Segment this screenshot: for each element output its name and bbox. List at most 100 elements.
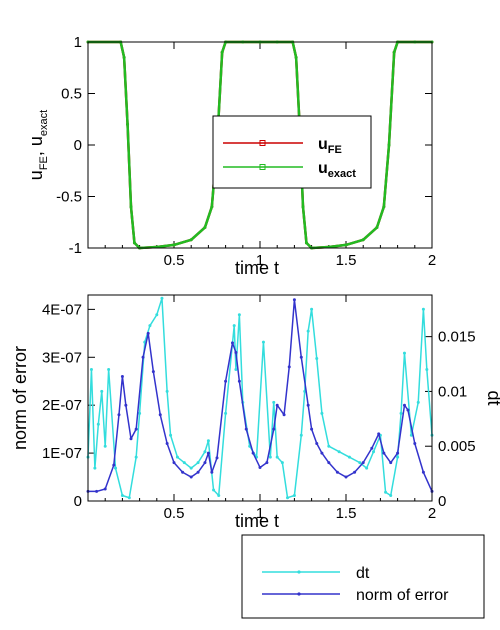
data-point-u-exact <box>210 205 214 209</box>
data-point-dt <box>89 368 93 372</box>
data-point-u-exact <box>129 205 133 209</box>
svg-text:uFE, uexact: uFE, uexact <box>26 110 50 180</box>
data-point-norm-of-error <box>206 451 210 455</box>
data-point-u-exact <box>344 243 348 247</box>
data-point-dt <box>114 466 118 470</box>
data-point-dt <box>212 488 216 492</box>
bottom-y-tick-label: 3E-07 <box>42 349 82 366</box>
legend-label-u-exact: uexact <box>318 160 356 180</box>
data-point-dt <box>315 357 319 361</box>
top-y-tick-label: 0.5 <box>61 86 82 103</box>
bottom-x-tick-label: 0.5 <box>164 505 185 522</box>
data-point-norm-of-error <box>215 456 219 460</box>
top-y-tick-label: -0.5 <box>56 189 82 206</box>
data-point-u-exact <box>392 50 396 54</box>
top-x-tick-label: 2 <box>428 252 436 269</box>
data-point-dt <box>232 324 236 328</box>
bottom-y-tick-label: 4E-07 <box>42 301 82 318</box>
data-point-dt <box>268 455 272 459</box>
top-y-tick-label: 1 <box>74 34 82 51</box>
bottom-x-axis-label: time t <box>235 511 279 531</box>
data-point-dt <box>100 389 104 393</box>
data-point-u-exact <box>301 205 305 209</box>
bottom-y2-tick-label: 0.01 <box>438 383 467 400</box>
data-point-dt <box>310 307 314 311</box>
data-point-dt <box>399 411 403 415</box>
top-y-tick-label: 0 <box>74 137 82 154</box>
data-point-dt <box>224 411 228 415</box>
data-point-norm-of-error <box>299 355 303 359</box>
data-point-dt <box>134 455 138 459</box>
data-point-u-exact <box>375 225 379 229</box>
data-point-dt <box>155 313 159 317</box>
data-point-norm-of-error <box>320 451 324 455</box>
data-point-dt <box>372 450 376 454</box>
data-point-norm-of-error <box>258 465 262 469</box>
data-point-dt <box>365 466 369 470</box>
data-point-dt <box>107 368 111 372</box>
data-point-norm-of-error <box>196 470 200 474</box>
data-point-norm-of-error <box>203 461 207 465</box>
data-point-norm-of-error <box>234 350 238 354</box>
data-point-norm-of-error <box>103 487 107 491</box>
top-y-axis-label-part: FE <box>38 156 50 170</box>
top-y-axis-label-part: u <box>26 170 46 180</box>
data-point-norm-of-error <box>95 489 99 493</box>
data-point-dt <box>347 455 351 459</box>
data-point-u-exact <box>189 238 193 242</box>
top-y-axis-label: uFE, uexact <box>26 110 50 180</box>
data-point-dt <box>196 461 200 465</box>
data-point-dt <box>206 439 210 443</box>
top-x-tick-label: 1 <box>256 252 264 269</box>
data-point-dt <box>160 296 164 300</box>
data-point-dt <box>234 368 238 372</box>
data-point-norm-of-error <box>134 427 138 431</box>
bottom-y2-tick-label: 0.005 <box>438 438 476 455</box>
data-point-dt <box>120 494 124 498</box>
bottom-x-tick-labels: 0.5 1 1.5 2 <box>164 505 437 522</box>
data-point-dt <box>272 400 276 404</box>
data-point-dt <box>402 351 406 355</box>
data-point-norm-of-error <box>335 470 339 474</box>
data-point-dt <box>416 400 420 404</box>
data-point-norm-of-error <box>189 475 193 479</box>
data-point-norm-of-error <box>406 408 410 412</box>
data-point-dt <box>327 444 331 448</box>
data-point-norm-of-error <box>421 470 425 474</box>
top-x-axis-label: time t <box>235 258 279 278</box>
bottom-y2-axis-label: dt <box>484 390 500 405</box>
legend-marker-norm-of-error <box>297 592 301 596</box>
legend-marker-dt <box>297 570 301 574</box>
data-point-dt <box>175 455 179 459</box>
data-point-u-exact <box>172 243 176 247</box>
data-point-dt <box>396 455 400 459</box>
data-point-dt <box>409 433 413 437</box>
legend-marker-u-exact <box>259 164 266 170</box>
data-point-dt <box>148 324 152 328</box>
data-point-norm-of-error <box>353 470 357 474</box>
data-point-norm-of-error <box>370 446 374 450</box>
data-point-norm-of-error <box>265 461 269 465</box>
top-legend-box <box>212 115 372 189</box>
data-point-u-exact <box>220 50 224 54</box>
bottom-plot: 0.5 1 1.5 2 0 1E-07 2E-07 3E-07 4E-07 0 0.005 0.0… <box>10 294 500 619</box>
data-point-dt <box>275 455 279 459</box>
data-point-u-exact <box>122 55 126 59</box>
data-point-norm-of-error <box>230 341 234 345</box>
bottom-x-tick-label: 2 <box>428 505 436 522</box>
data-point-dt <box>182 461 186 465</box>
top-x-tick-label: 1.5 <box>336 252 357 269</box>
top-y-tick-label: -1 <box>69 240 82 257</box>
top-plot-frame <box>87 41 433 249</box>
data-point-dt <box>286 496 290 500</box>
data-point-norm-of-error <box>244 427 248 431</box>
data-point-norm-of-error <box>310 427 314 431</box>
data-point-norm-of-error <box>361 461 365 465</box>
bottom-y-tick-label: 2E-07 <box>42 397 82 414</box>
legend-marker-u-fe <box>259 140 266 146</box>
data-point-norm-of-error <box>112 463 116 467</box>
data-point-norm-of-error <box>327 461 331 465</box>
data-point-norm-of-error <box>146 331 150 335</box>
data-point-dt <box>292 494 296 498</box>
